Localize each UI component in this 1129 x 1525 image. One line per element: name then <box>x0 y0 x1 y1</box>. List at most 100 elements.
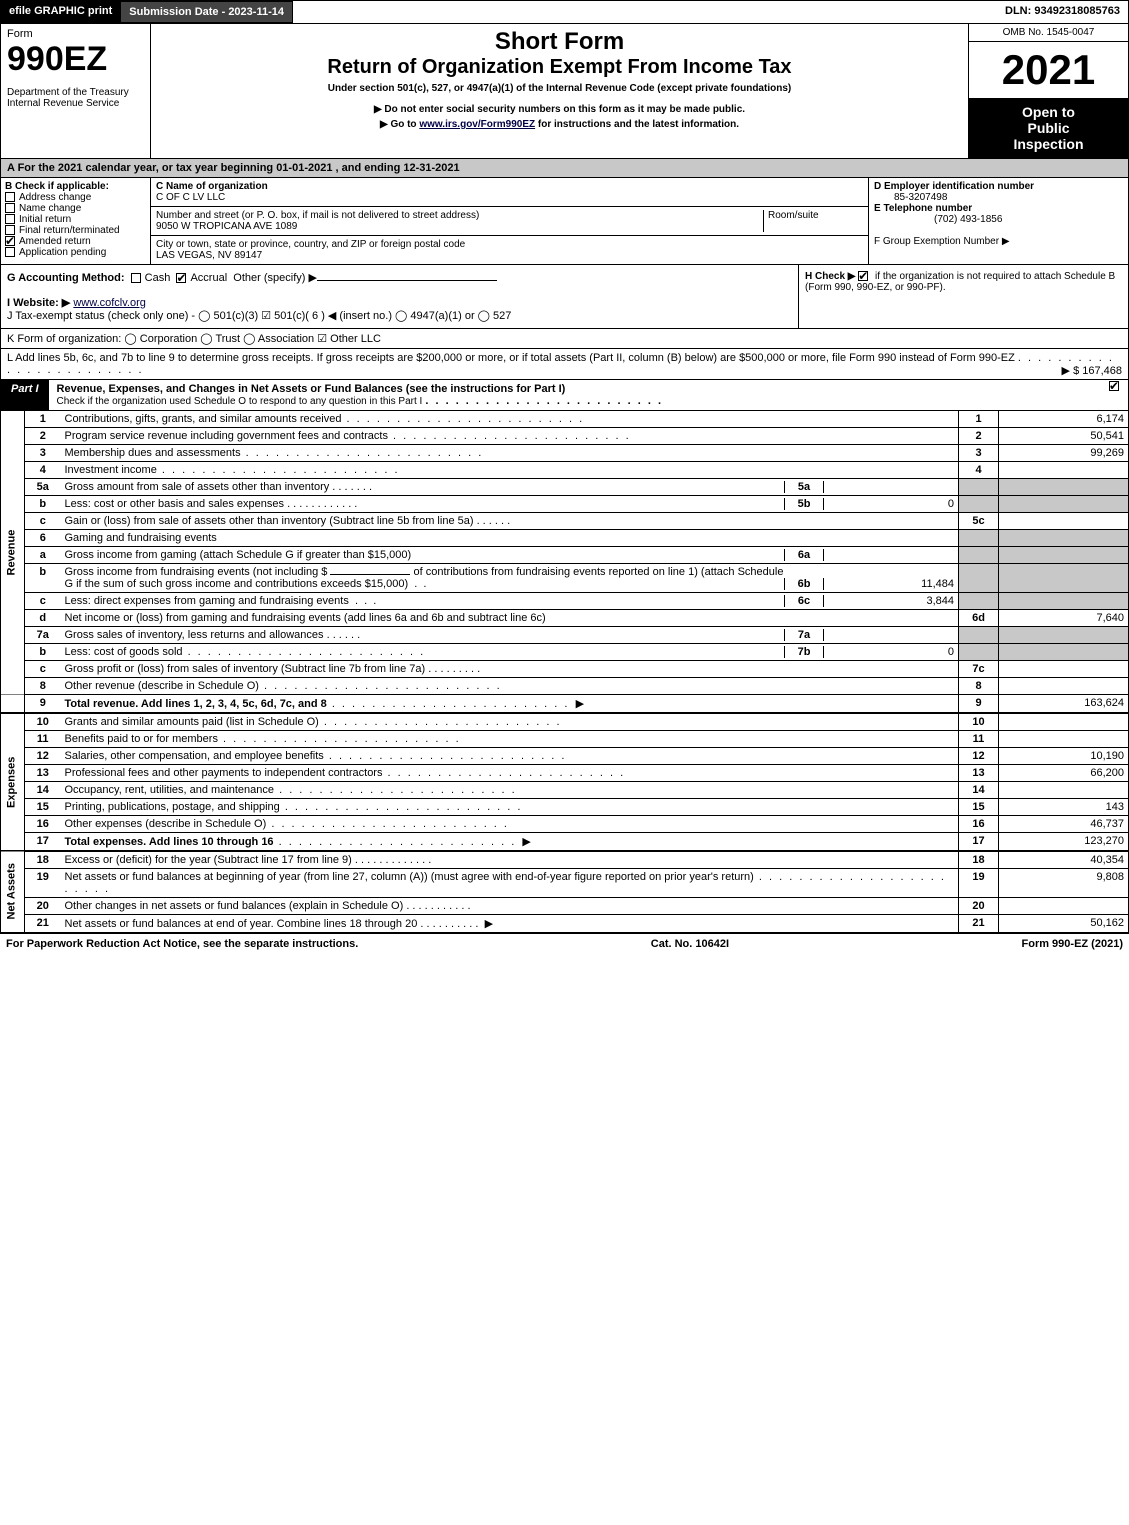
other-specify-line[interactable] <box>317 280 497 281</box>
chk-amended-return[interactable] <box>5 236 15 246</box>
row-18: Net Assets 18 Excess or (deficit) for th… <box>1 851 1129 869</box>
row-12: 12 Salaries, other compensation, and emp… <box>1 748 1129 765</box>
l4-desc: Investment income <box>65 464 157 476</box>
l3-no: 3 <box>25 445 61 462</box>
chk-name-change[interactable] <box>5 203 15 213</box>
grey <box>999 564 1129 593</box>
grey <box>959 530 999 547</box>
chk-application-pending[interactable] <box>5 247 15 257</box>
row-6: 6 Gaming and fundraising events <box>1 530 1129 547</box>
chk-accrual[interactable] <box>176 273 186 283</box>
irs-link[interactable]: www.irs.gov/Form990EZ <box>419 119 535 130</box>
chk-initial-return[interactable] <box>5 214 15 224</box>
l6b-subv: 11,484 <box>824 578 954 590</box>
l-text: L Add lines 5b, 6c, and 7b to line 9 to … <box>7 352 1015 364</box>
dots <box>274 784 517 796</box>
opt-address-change: Address change <box>19 192 91 203</box>
l15-amt: 143 <box>999 799 1129 816</box>
part1-title-text: Revenue, Expenses, and Changes in Net As… <box>57 383 566 395</box>
ein-value: 85-3207498 <box>894 192 947 203</box>
grey <box>999 627 1129 644</box>
chk-schedule-o[interactable] <box>1109 381 1119 391</box>
row-11: 11 Benefits paid to or for members 11 <box>1 731 1129 748</box>
l4-box: 4 <box>959 462 999 479</box>
l11-box: 11 <box>959 731 999 748</box>
l7b-subv: 0 <box>824 646 954 658</box>
l19-amt: 9,808 <box>999 869 1129 898</box>
l12-amt: 10,190 <box>999 748 1129 765</box>
l12-desc: Salaries, other compensation, and employ… <box>65 750 324 762</box>
page-footer: For Paperwork Reduction Act Notice, see … <box>0 933 1129 954</box>
l21-no: 21 <box>25 915 61 933</box>
website-link[interactable]: www.cofclv.org <box>73 297 146 309</box>
l1-amt: 6,174 <box>999 411 1129 428</box>
arrow-icon: ▶ <box>576 698 584 710</box>
l2-no: 2 <box>25 428 61 445</box>
l5a-desc: Gross amount from sale of assets other t… <box>65 481 330 493</box>
header-left: Form 990EZ Department of the Treasury In… <box>1 24 151 158</box>
l5a-sub: 5a <box>784 481 824 493</box>
l18-desc: Excess or (deficit) for the year (Subtra… <box>65 854 352 866</box>
l19-desc: Net assets or fund balances at beginning… <box>65 871 754 883</box>
l20-no: 20 <box>25 898 61 915</box>
row-7a: 7a Gross sales of inventory, less return… <box>1 627 1129 644</box>
part1-subnote: Check if the organization used Schedule … <box>57 396 423 407</box>
l12-no: 12 <box>25 748 61 765</box>
g-accounting: G Accounting Method: Cash Accrual Other … <box>1 265 798 328</box>
grey <box>999 644 1129 661</box>
l16-box: 16 <box>959 816 999 833</box>
chk-cash[interactable] <box>131 273 141 283</box>
e-phone-label: E Telephone number <box>874 203 972 214</box>
omb-number: OMB No. 1545-0047 <box>969 24 1128 42</box>
row-20: 20 Other changes in net assets or fund b… <box>1 898 1129 915</box>
l9-amt: 163,624 <box>999 695 1129 714</box>
l14-no: 14 <box>25 782 61 799</box>
l5c-box: 5c <box>959 513 999 530</box>
part1-tag: Part I <box>1 380 49 410</box>
chk-address-change[interactable] <box>5 192 15 202</box>
no-ssn-note: ▶ Do not enter social security numbers o… <box>157 104 962 115</box>
room-label: Room/suite <box>768 210 819 221</box>
row-l: L Add lines 5b, 6c, and 7b to line 9 to … <box>0 349 1129 380</box>
l4-amt <box>999 462 1129 479</box>
l6c-subv: 3,844 <box>824 595 954 607</box>
l2-desc: Program service revenue including govern… <box>65 430 388 442</box>
l8-no: 8 <box>25 678 61 695</box>
l5b-no: b <box>25 496 61 513</box>
grey <box>999 530 1129 547</box>
l19-no: 19 <box>25 869 61 898</box>
l6-no: 6 <box>25 530 61 547</box>
l7a-no: 7a <box>25 627 61 644</box>
l13-no: 13 <box>25 765 61 782</box>
l6b-blank[interactable] <box>330 574 410 575</box>
row-17: 17 Total expenses. Add lines 10 through … <box>1 833 1129 852</box>
l13-desc: Professional fees and other payments to … <box>65 767 383 779</box>
l6d-amt: 7,640 <box>999 610 1129 627</box>
c-name-label: C Name of organization <box>156 181 268 192</box>
row-5a: 5a Gross amount from sale of assets othe… <box>1 479 1129 496</box>
l7c-amt <box>999 661 1129 678</box>
grey <box>999 593 1129 610</box>
l21-box: 21 <box>959 915 999 933</box>
grey <box>959 547 999 564</box>
goto-suffix: for instructions and the latest informat… <box>538 119 739 130</box>
l5b-desc: Less: cost or other basis and sales expe… <box>65 498 285 510</box>
l15-no: 15 <box>25 799 61 816</box>
efile-label[interactable]: efile GRAPHIC print <box>1 1 120 23</box>
row-7c: c Gross profit or (loss) from sales of i… <box>1 661 1129 678</box>
street-label: Number and street (or P. O. box, if mail… <box>156 210 479 221</box>
k-form-org: K Form of organization: ◯ Corporation ◯ … <box>7 333 381 345</box>
dots <box>183 646 426 658</box>
l6b-no: b <box>25 564 61 593</box>
l18-amt: 40,354 <box>999 851 1129 869</box>
city-value: LAS VEGAS, NV 89147 <box>156 250 262 261</box>
l18-no: 18 <box>25 851 61 869</box>
l20-desc: Other changes in net assets or fund bala… <box>65 900 404 912</box>
grey <box>959 644 999 661</box>
chk-h[interactable] <box>858 271 868 281</box>
row-5c: c Gain or (loss) from sale of assets oth… <box>1 513 1129 530</box>
l6a-desc: Gross income from gaming (attach Schedul… <box>65 549 785 561</box>
l17-box: 17 <box>959 833 999 852</box>
l18-box: 18 <box>959 851 999 869</box>
opt-accrual: Accrual <box>190 272 227 284</box>
